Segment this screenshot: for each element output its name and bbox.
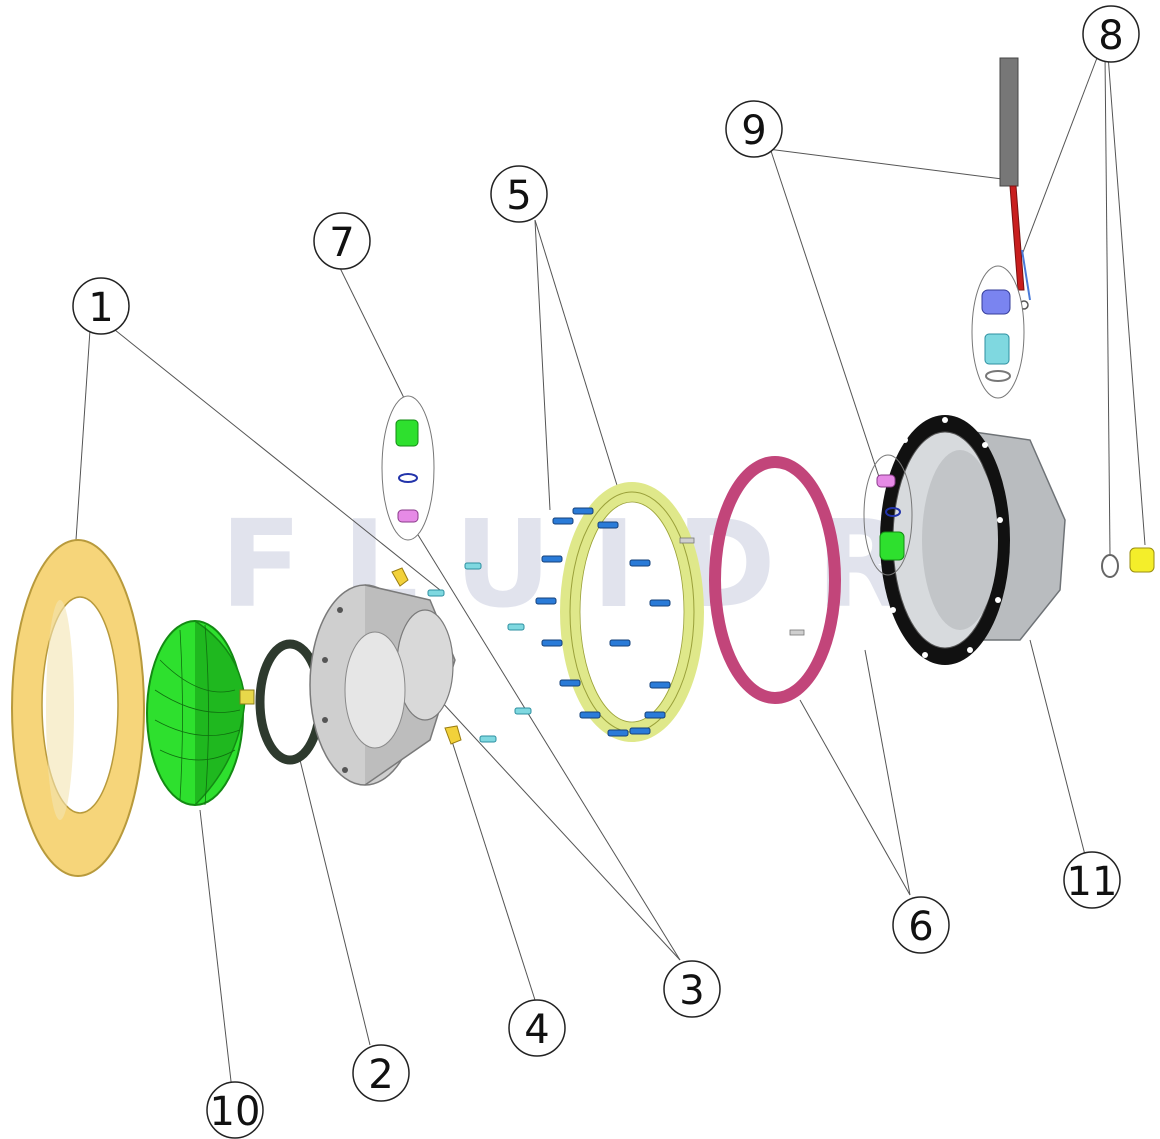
part-8-gland-kit [971,265,1025,399]
callout-2: 2 [352,1044,410,1102]
callout-6: 6 [892,896,950,954]
callout-4-label: 4 [524,1007,549,1053]
part-11-housing [880,415,1066,665]
callout-5-label: 5 [506,173,531,219]
part-9-kit [863,454,913,576]
part-7-kit [381,395,435,541]
part-6-gasket [679,456,841,704]
callout-7-label: 7 [329,220,354,266]
callout-3: 3 [663,960,721,1018]
part-8-cable [999,57,1031,310]
part-4-clips [391,567,462,745]
part-1-trim-ring [11,539,145,877]
part-8-ring-and-plug [1101,547,1155,578]
leader-lines [69,49,1146,1091]
callout-11-label: 11 [1067,859,1118,905]
callout-8: 8 [1082,5,1140,63]
callout-6-label: 6 [908,904,933,950]
callout-2-label: 2 [368,1052,393,1098]
part-3-niche-body [309,584,456,786]
callout-9: 9 [725,100,783,158]
callout-1: 1 [72,277,130,335]
callout-10-label: 10 [210,1089,261,1135]
callout-3-label: 3 [679,968,704,1014]
callout-7: 7 [313,212,371,270]
callout-8-label: 8 [1098,13,1123,59]
callout-9-label: 9 [741,108,766,154]
callout-11: 11 [1063,851,1121,909]
callout-4: 4 [508,999,566,1057]
callout-1-label: 1 [88,285,113,331]
callout-10: 10 [206,1081,264,1139]
callout-5: 5 [490,165,548,223]
part-5-screws [535,507,671,737]
niche-screws [427,562,532,743]
part-10-led-lamp [146,620,255,806]
